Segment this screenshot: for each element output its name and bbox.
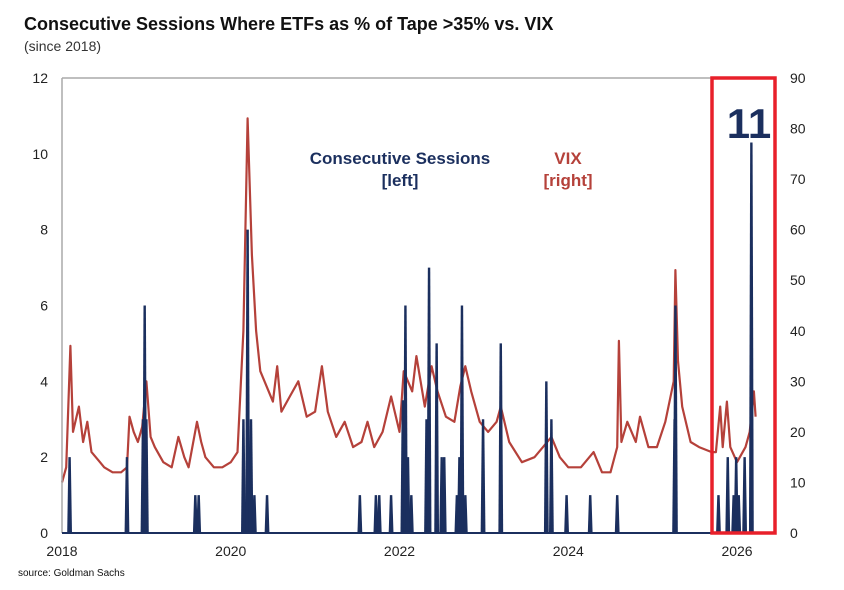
sessions-spike <box>251 495 257 533</box>
y-left-tick-label: 8 <box>40 222 48 238</box>
y-right-tick-label: 40 <box>790 323 806 339</box>
sessions-spike <box>459 305 465 533</box>
x-tick-label: 2020 <box>215 543 246 559</box>
vix-line <box>60 117 757 483</box>
sessions-spike <box>736 495 742 533</box>
sessions-spike <box>264 495 270 533</box>
sessions-spike <box>543 381 549 533</box>
y-left-tick-label: 2 <box>40 449 48 465</box>
sessions-spike <box>192 495 198 533</box>
sessions-spike <box>373 495 379 533</box>
legend-sessions-line1: Consecutive Sessions <box>310 149 490 168</box>
chart-title: Consecutive Sessions Where ETFs as % of … <box>24 14 554 34</box>
x-tick-label: 2022 <box>384 543 415 559</box>
sessions-spike <box>587 495 593 533</box>
y-right-tick-label: 50 <box>790 272 806 288</box>
sessions-spike <box>388 495 394 533</box>
legend-vix-line2: [right] <box>543 171 592 190</box>
legend-sessions-line2: [left] <box>382 171 419 190</box>
annotation-label: 11 <box>727 100 771 147</box>
sessions-spike <box>748 142 754 534</box>
sessions-spike <box>434 343 440 533</box>
sessions-spike <box>241 419 246 533</box>
sessions-spike <box>196 495 202 533</box>
y-left-tick-label: 12 <box>32 70 48 86</box>
x-tick-label: 2018 <box>46 543 77 559</box>
y-right-tick-label: 70 <box>790 171 806 187</box>
y-right-tick-label: 10 <box>790 474 806 490</box>
y-right-tick-label: 30 <box>790 373 806 389</box>
y-left-tick-label: 6 <box>40 298 48 314</box>
sessions-spike <box>725 457 731 533</box>
sessions-series <box>67 142 754 534</box>
sessions-spike <box>248 419 254 533</box>
sessions-spike <box>376 495 382 533</box>
sessions-spike <box>742 457 748 533</box>
axes: 0 2 4 6 8 10 12 0 10 20 30 40 50 60 70 80 90 2018 2020 2022… <box>32 70 805 559</box>
legend-vix-line1: VIX <box>554 149 582 168</box>
sessions-spike <box>673 305 678 533</box>
sessions-spike <box>614 495 620 533</box>
y-right-tick-label: 60 <box>790 222 806 238</box>
sessions-spike <box>408 495 414 533</box>
vix-series <box>60 117 757 483</box>
sessions-spike <box>245 229 251 533</box>
sessions-spike <box>480 419 486 533</box>
sessions-spike <box>462 495 468 533</box>
y-right-tick-label: 90 <box>790 70 806 86</box>
chart-subtitle: (since 2018) <box>24 38 102 54</box>
highlight-box <box>710 76 777 535</box>
sessions-spike <box>143 419 149 533</box>
y-right-tick-label: 0 <box>790 525 798 541</box>
x-tick-label: 2024 <box>553 543 584 559</box>
y-right-tick-label: 80 <box>790 121 806 137</box>
sessions-spike <box>405 457 411 533</box>
sessions-spike <box>124 457 130 533</box>
y-left-tick-label: 4 <box>40 373 48 389</box>
sessions-spike <box>357 495 363 533</box>
y-left-tick-label: 10 <box>32 146 48 162</box>
sessions-spike <box>548 419 554 533</box>
x-tick-label: 2026 <box>721 543 752 559</box>
source-note: source: Goldman Sachs <box>18 568 125 579</box>
sessions-spike <box>426 267 432 533</box>
sessions-spike <box>564 495 569 533</box>
sessions-spike <box>441 457 447 533</box>
y-left-tick-label: 0 <box>40 525 48 541</box>
sessions-spike <box>498 343 504 533</box>
y-right-tick-label: 20 <box>790 424 806 440</box>
sessions-spike <box>67 457 72 533</box>
sessions-spike <box>716 495 721 533</box>
